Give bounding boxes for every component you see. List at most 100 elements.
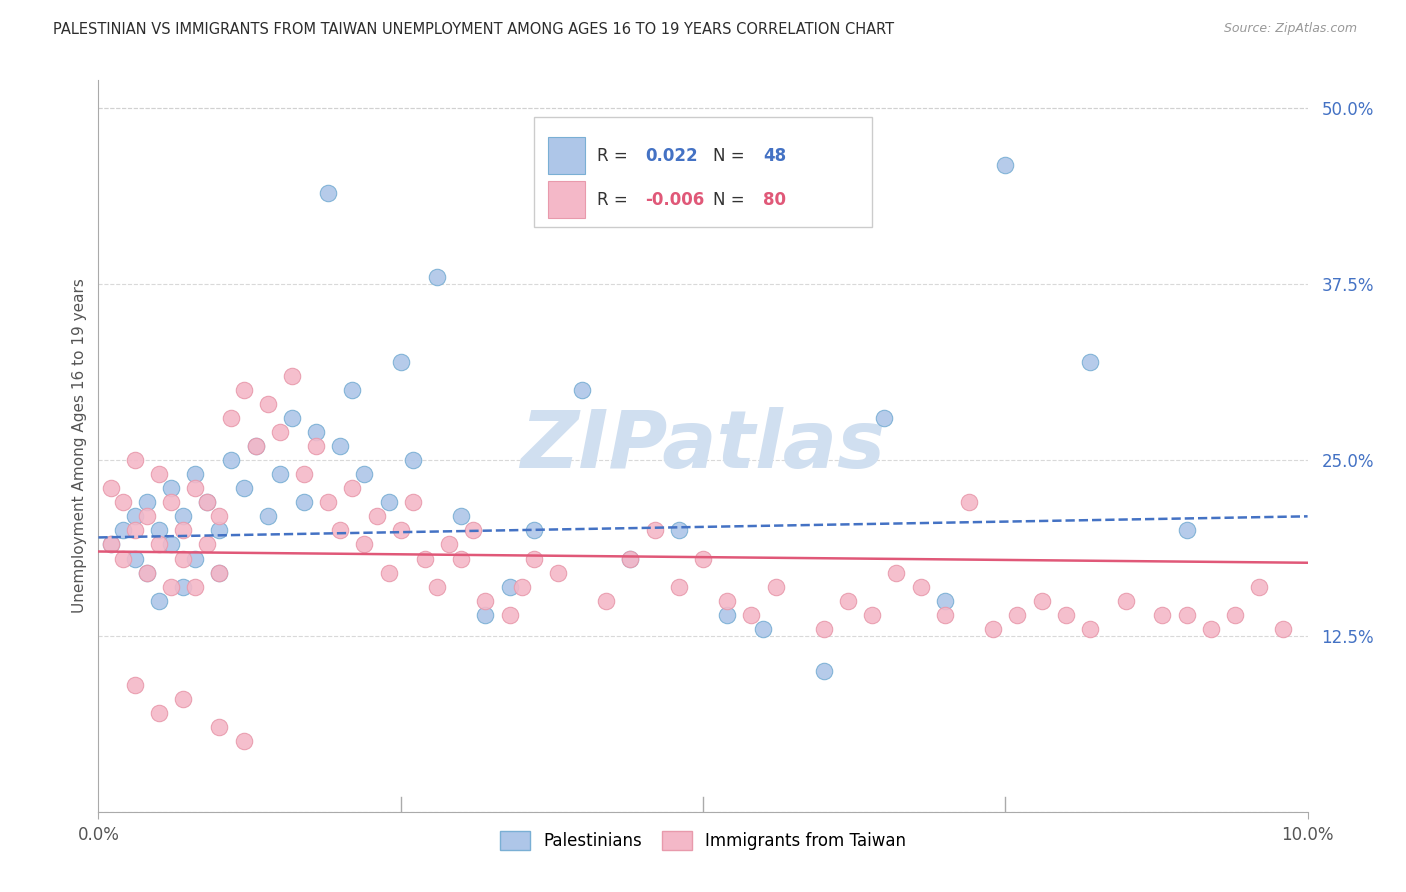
Point — [716, 607, 738, 622]
Point — [221, 410, 243, 425]
Point — [124, 551, 146, 566]
Point — [1272, 622, 1295, 636]
Point — [474, 593, 496, 607]
Point — [1115, 593, 1137, 607]
Point — [994, 158, 1017, 172]
Point — [305, 425, 328, 439]
Point — [668, 524, 690, 538]
Point — [1152, 607, 1174, 622]
Text: R =: R = — [596, 191, 633, 209]
FancyBboxPatch shape — [548, 181, 585, 218]
Point — [450, 509, 472, 524]
Point — [281, 368, 304, 383]
Point — [981, 622, 1004, 636]
Point — [377, 566, 399, 580]
Point — [329, 439, 352, 453]
Point — [402, 495, 425, 509]
Point — [1078, 622, 1101, 636]
Point — [389, 524, 412, 538]
Text: 0.022: 0.022 — [645, 146, 697, 165]
Point — [860, 607, 883, 622]
Point — [402, 453, 425, 467]
Point — [1054, 607, 1077, 622]
Point — [571, 186, 593, 200]
Point — [1199, 622, 1222, 636]
Point — [195, 495, 218, 509]
Point — [195, 495, 218, 509]
Point — [740, 607, 762, 622]
Point — [329, 524, 352, 538]
Point — [837, 593, 859, 607]
Point — [100, 481, 122, 495]
Point — [195, 537, 218, 551]
Point — [208, 509, 231, 524]
Point — [765, 580, 787, 594]
Legend: Palestinians, Immigrants from Taiwan: Palestinians, Immigrants from Taiwan — [492, 822, 914, 858]
Point — [160, 537, 183, 551]
Point — [498, 607, 520, 622]
Y-axis label: Unemployment Among Ages 16 to 19 years: Unemployment Among Ages 16 to 19 years — [72, 278, 87, 614]
Point — [111, 524, 134, 538]
Point — [256, 509, 278, 524]
Point — [437, 537, 460, 551]
Point — [910, 580, 932, 594]
Point — [463, 524, 485, 538]
Point — [172, 551, 194, 566]
Point — [752, 622, 775, 636]
Point — [1031, 593, 1053, 607]
Point — [547, 566, 569, 580]
Point — [172, 580, 194, 594]
Point — [1078, 354, 1101, 368]
Point — [571, 383, 593, 397]
Point — [232, 383, 254, 397]
Point — [316, 495, 339, 509]
Point — [389, 354, 412, 368]
Text: PALESTINIAN VS IMMIGRANTS FROM TAIWAN UNEMPLOYMENT AMONG AGES 16 TO 19 YEARS COR: PALESTINIAN VS IMMIGRANTS FROM TAIWAN UN… — [53, 22, 894, 37]
Text: 80: 80 — [763, 191, 786, 209]
Point — [245, 439, 267, 453]
Point — [366, 509, 388, 524]
Point — [135, 566, 157, 580]
Point — [208, 566, 231, 580]
Point — [221, 453, 243, 467]
Point — [100, 537, 122, 551]
Point — [668, 580, 690, 594]
Point — [305, 439, 328, 453]
Point — [450, 551, 472, 566]
Point — [934, 593, 956, 607]
Point — [256, 397, 278, 411]
Point — [160, 481, 183, 495]
Point — [498, 580, 520, 594]
Point — [184, 467, 207, 482]
Point — [269, 467, 291, 482]
Point — [208, 720, 231, 734]
Point — [135, 566, 157, 580]
Point — [281, 410, 304, 425]
Point — [1175, 524, 1198, 538]
Point — [342, 481, 364, 495]
Point — [619, 551, 641, 566]
Point — [148, 467, 170, 482]
Point — [172, 692, 194, 706]
Point — [148, 537, 170, 551]
Point — [510, 580, 533, 594]
Text: -0.006: -0.006 — [645, 191, 704, 209]
Point — [426, 580, 449, 594]
Point — [124, 524, 146, 538]
Point — [789, 186, 811, 200]
Point — [1175, 607, 1198, 622]
Point — [353, 467, 375, 482]
Point — [873, 410, 896, 425]
Text: Source: ZipAtlas.com: Source: ZipAtlas.com — [1223, 22, 1357, 36]
Text: N =: N = — [713, 191, 749, 209]
Point — [124, 509, 146, 524]
Point — [716, 593, 738, 607]
Point — [934, 607, 956, 622]
Point — [184, 580, 207, 594]
Point — [595, 593, 617, 607]
Point — [692, 551, 714, 566]
Point — [644, 524, 666, 538]
Point — [292, 467, 315, 482]
FancyBboxPatch shape — [534, 117, 872, 227]
Point — [148, 524, 170, 538]
